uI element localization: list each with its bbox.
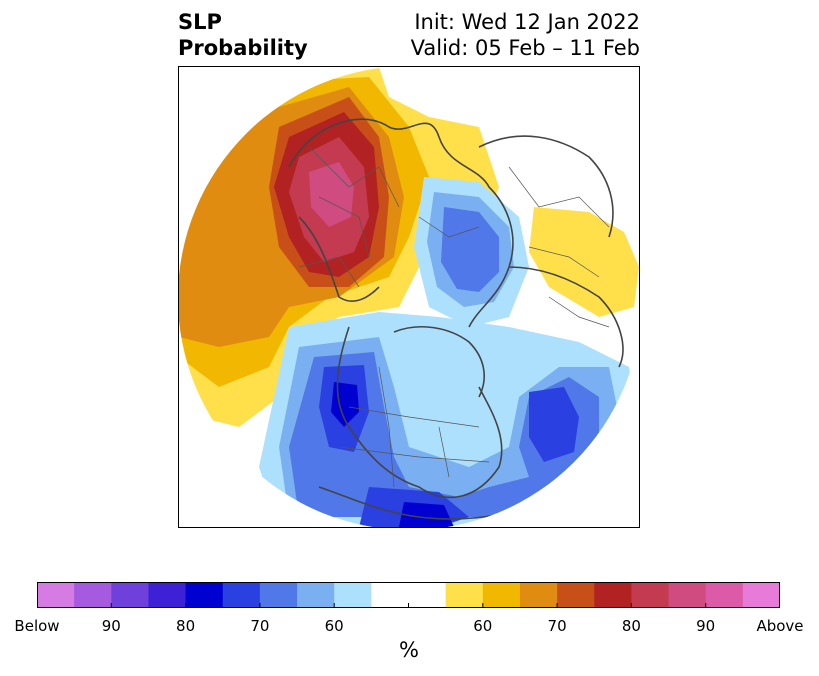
colorbar-unit: % (399, 638, 419, 662)
colorbar-cell (705, 582, 744, 608)
colorbar-cell (148, 582, 187, 608)
region-north-america-pacific-low (259, 312, 639, 527)
colorbar-cell (111, 582, 149, 608)
colorbar-cell (594, 582, 632, 608)
colorbar-cell (371, 582, 409, 608)
colorbar-label: 80 (176, 617, 196, 635)
colorbar-cell (742, 582, 780, 608)
country-borders (298, 146, 610, 488)
colorbar-cell (408, 582, 447, 608)
colorbar-cell (557, 582, 595, 608)
init-date: Init: Wed 12 Jan 2022 (414, 10, 640, 34)
colorbar-label: 80 (621, 617, 641, 635)
colorbar-cell (668, 582, 707, 608)
colorbar-cell (631, 582, 670, 608)
probability-field (179, 67, 639, 527)
colorbar-cell (222, 582, 261, 608)
colorbar-cell (445, 582, 484, 608)
colorbar-cell (37, 582, 75, 608)
region-north-atlantic-europe-high (179, 67, 499, 427)
colorbar-cell (482, 582, 521, 608)
colorbar-label: Below (14, 617, 60, 635)
colorbar-cell (519, 582, 558, 608)
colorbar-cell (334, 582, 372, 608)
coastlines (288, 118, 624, 520)
colorbar-label: 70 (547, 617, 567, 635)
colorbar-label: 60 (324, 617, 344, 635)
title-variable: Probability (178, 36, 308, 60)
colorbar (37, 582, 780, 608)
region-siberia-low (414, 177, 529, 327)
title-field: SLP (178, 10, 222, 34)
colorbar-cell (297, 582, 335, 608)
colorbar-label: 70 (250, 617, 270, 635)
colorbar-cell (185, 582, 224, 608)
colorbar-label: Above (756, 617, 804, 635)
polar-map (179, 67, 639, 527)
map-title: SLP Probability (178, 9, 308, 61)
region-central-asia-high (529, 207, 639, 317)
colorbar-label: 90 (101, 617, 121, 635)
colorbar-label: 90 (696, 617, 716, 635)
colorbar-label: 60 (473, 617, 493, 635)
valid-dates: Valid: 05 Feb – 11 Feb (410, 36, 640, 60)
colorbar-cell (74, 582, 112, 608)
colorbar-cell (259, 582, 298, 608)
map-panel (178, 66, 640, 528)
map-dates: Init: Wed 12 Jan 2022 Valid: 05 Feb – 11… (411, 9, 640, 61)
